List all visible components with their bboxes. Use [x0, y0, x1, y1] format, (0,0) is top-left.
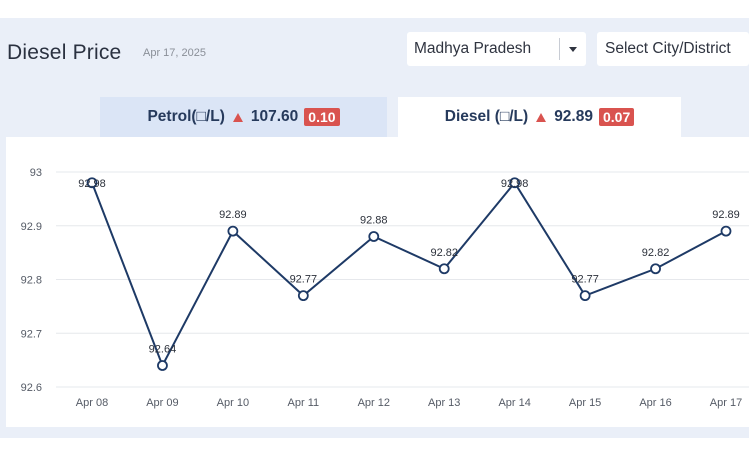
diesel-change-badge: 0.07: [598, 108, 635, 126]
y-tick-label: 93: [30, 167, 42, 179]
data-point: [509, 177, 521, 189]
data-point: [157, 360, 168, 371]
data-point: [650, 263, 661, 275]
series-line: [91, 181, 727, 368]
data-label: 92.88: [360, 215, 388, 227]
x-tick-label: Apr 17: [710, 397, 742, 409]
state-select[interactable]: Madhya Pradesh: [407, 32, 586, 66]
x-tick-label: Apr 09: [146, 397, 178, 409]
data-label: 92.98: [78, 178, 106, 190]
state-select-value: Madhya Pradesh: [414, 40, 532, 57]
x-tick-label: Apr 08: [76, 397, 108, 409]
city-select[interactable]: Select City/District: [597, 32, 749, 66]
city-select-placeholder: Select City/District: [605, 40, 731, 57]
y-tick-label: 92.8: [21, 275, 42, 287]
data-label: 92.82: [430, 247, 458, 259]
data-label: 92.77: [571, 274, 599, 286]
y-tick-label: 92.6: [21, 382, 42, 394]
tab-petrol[interactable]: Petrol(□/L) 107.60 0.10: [100, 97, 387, 137]
x-tick-label: Apr 10: [217, 397, 249, 409]
x-tick-label: Apr 16: [639, 397, 671, 409]
x-tick-label: Apr 12: [358, 397, 390, 409]
tab-petrol-price: 107.60: [250, 108, 299, 125]
triangle-up-icon: [232, 112, 243, 122]
data-point: [438, 263, 450, 275]
data-point: [368, 231, 380, 242]
data-point: [297, 290, 309, 302]
data-label: 92.89: [219, 209, 247, 221]
triangle-up-icon: [536, 112, 547, 122]
y-tick-label: 92.9: [21, 221, 42, 233]
y-tick-label: 92.7: [21, 328, 42, 340]
data-point: [579, 290, 591, 302]
data-label: 92.98: [501, 178, 529, 190]
data-label: 92.77: [290, 274, 318, 286]
tab-diesel-price: 92.89: [554, 108, 593, 125]
data-point: [86, 177, 98, 189]
chevron-down-icon: [569, 47, 577, 52]
data-point: [227, 225, 239, 237]
petrol-change-badge: 0.10: [304, 108, 340, 126]
data-label: 92.64: [149, 344, 177, 356]
top-strip: [0, 0, 749, 18]
tab-petrol-label: Petrol(□/L): [147, 108, 225, 125]
page-title: Diesel Price: [7, 41, 122, 64]
data-label: 92.89: [712, 209, 740, 221]
x-tick-label: Apr 11: [288, 397, 320, 409]
data-point: [720, 225, 732, 237]
x-tick-label: Apr 15: [569, 397, 601, 409]
tab-diesel[interactable]: Diesel (□/L) 92.89 0.07: [398, 97, 681, 137]
x-tick-label: Apr 14: [498, 397, 530, 409]
state-dropdown-toggle[interactable]: [559, 38, 586, 60]
price-date: Apr 17, 2025: [143, 47, 206, 59]
x-tick-label: Apr 13: [428, 397, 460, 409]
tab-diesel-label: Diesel (□/L): [444, 108, 529, 125]
data-label: 92.82: [642, 247, 670, 259]
